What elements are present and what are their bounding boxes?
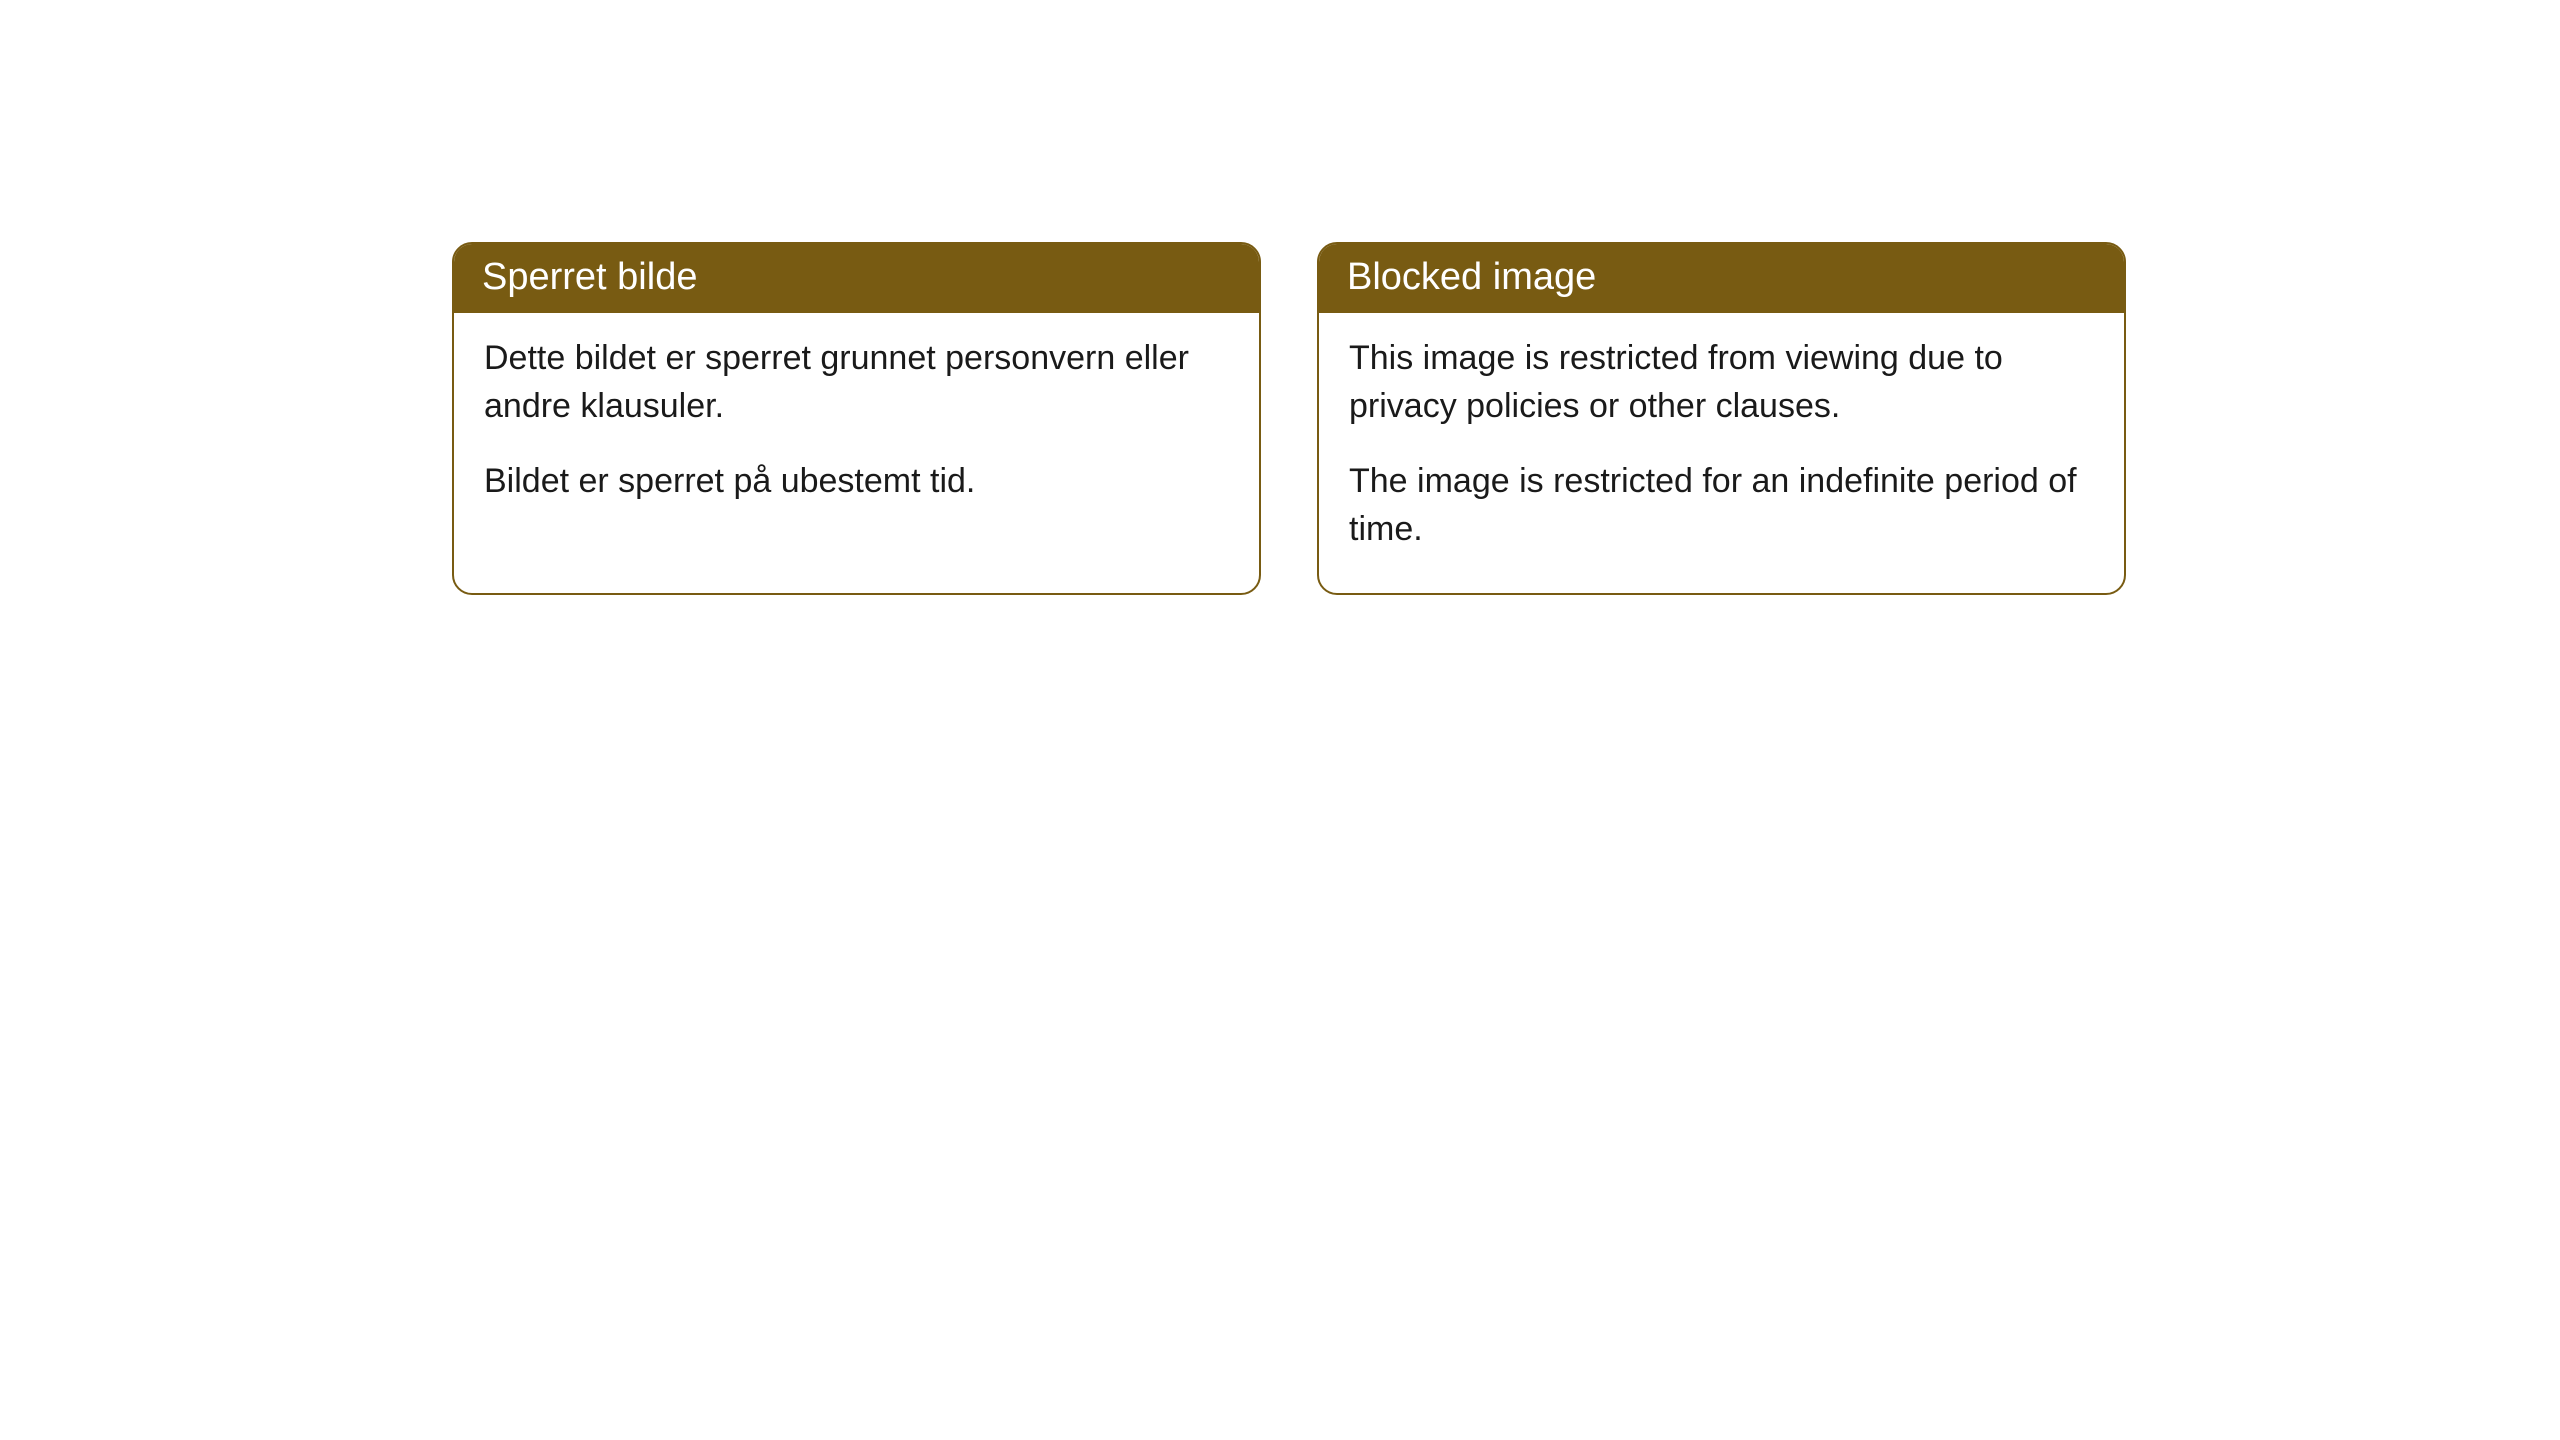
card-header: Blocked image — [1319, 244, 2124, 313]
notice-card-english: Blocked image This image is restricted f… — [1317, 242, 2126, 595]
notice-paragraph: The image is restricted for an indefinit… — [1349, 458, 2094, 553]
notice-card-norwegian: Sperret bilde Dette bildet er sperret gr… — [452, 242, 1261, 595]
card-body: Dette bildet er sperret grunnet personve… — [454, 313, 1259, 546]
card-header: Sperret bilde — [454, 244, 1259, 313]
notice-paragraph: Bildet er sperret på ubestemt tid. — [484, 458, 1229, 506]
notice-paragraph: This image is restricted from viewing du… — [1349, 335, 2094, 430]
notice-paragraph: Dette bildet er sperret grunnet personve… — [484, 335, 1229, 430]
notice-container: Sperret bilde Dette bildet er sperret gr… — [0, 0, 2560, 595]
card-body: This image is restricted from viewing du… — [1319, 313, 2124, 593]
